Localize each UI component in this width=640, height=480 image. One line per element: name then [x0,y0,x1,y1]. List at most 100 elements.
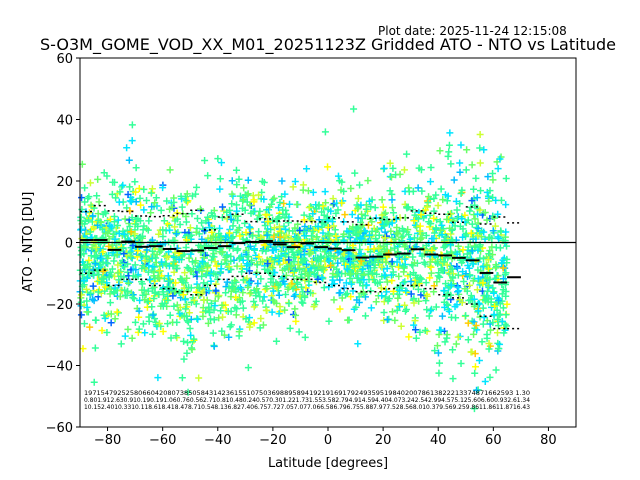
scatter-point [171,279,179,287]
scatter-point [154,374,162,382]
scatter-point [94,175,102,183]
scatter-point [502,228,510,236]
scatter-point [180,355,188,363]
scatter-point [222,289,230,297]
scatter-point [351,237,359,245]
scatter-point [369,269,377,277]
scatter-point [434,349,442,357]
scatter-point [502,292,510,300]
scatter-point [376,278,384,286]
scatter-point [467,292,475,300]
scatter-point [400,166,408,174]
scatter-point [235,328,243,336]
scatter-point [320,211,328,219]
scatter-point [121,286,129,294]
scatter-point [106,299,114,307]
scatter-point [243,191,251,199]
scatter-point [434,272,442,280]
scatter-point [309,210,317,218]
scatter-point [77,291,85,299]
scatter-point [393,229,401,237]
scatter-point [425,193,433,201]
scatter-point [82,264,90,272]
scatter-point [469,277,477,285]
scatter-point [164,272,172,280]
scatter-point [244,283,252,291]
scatter-point [245,278,253,286]
scatter-point [440,243,448,251]
scatter-point [232,294,240,302]
scatter-point [318,219,326,227]
scatter-point [223,208,231,216]
scatter-point [198,219,206,227]
scatter-point [89,282,97,290]
scatter-point [461,211,469,219]
scatter-point [493,306,501,314]
scatter-point [120,230,128,238]
scatter-point [464,319,472,327]
scatter-point [389,204,397,212]
scatter-point [93,192,101,200]
scatter-point [494,329,501,337]
scatter-point [253,285,261,293]
scatter-point [194,315,202,323]
scatter-point [373,270,381,278]
scatter-point [340,230,348,238]
x-tick-label: −40 [204,433,231,448]
scatter-point [250,198,258,206]
scatter-point [169,292,177,300]
scatter-point [207,299,215,307]
scatter-point [290,251,298,259]
scatter-point [301,256,309,264]
scatter-point [245,314,253,322]
scatter-point [310,303,318,311]
scatter-point [235,175,243,183]
scatter-point [170,302,178,310]
scatter-point [261,265,269,273]
scatter-point [167,334,175,342]
scatter-point [319,202,327,210]
scatter-point [141,257,149,265]
scatter-point [306,203,314,211]
scatter-point [489,251,497,259]
scatter-point [464,336,472,344]
scatter-point [185,309,193,317]
scatter-point [121,215,129,223]
scatter-point [310,227,318,235]
scatter-point [291,305,299,313]
scatter-point [158,258,166,266]
scatter-point [259,321,267,329]
scatter-point [134,222,142,230]
scatter-point [451,303,459,311]
scatter-point [262,306,270,314]
scatter-point [437,326,445,334]
scatter-point [452,340,460,348]
scatter-point [415,164,423,172]
scatter-point [151,289,159,297]
scatter-point [312,297,320,305]
scatter-point [184,339,192,347]
scatter-point [364,262,372,270]
scatter-point [461,285,469,293]
scatter-point [233,181,241,189]
scatter-point [489,319,497,327]
scatter-point [175,256,183,264]
scatter-point [433,342,441,350]
scatter-point [359,221,367,229]
scatter-point [329,201,337,209]
scatter-point [402,287,410,295]
plot-date: Plot date: 2025-11-24 12:15:08 [378,24,567,38]
scatter-point [152,318,160,326]
scatter-point [109,178,117,186]
scatter-point [132,198,140,206]
scatter-point [475,356,483,364]
scatter-point [328,218,336,226]
scatter-point [204,172,212,180]
scatter-point [490,310,498,318]
scatter-point [298,298,306,306]
scatter-point [352,230,360,238]
scatter-point [474,232,482,240]
scatter-point [349,252,357,260]
scatter-point [449,270,457,278]
scatter-point [423,306,431,314]
